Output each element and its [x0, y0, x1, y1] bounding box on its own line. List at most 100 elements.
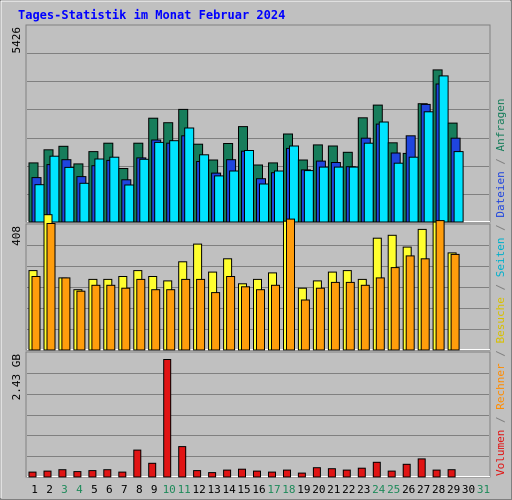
- bar-rechner-day-28: [435, 220, 445, 351]
- bar-volumen-day-14: [223, 469, 232, 478]
- x-tick-label-day-15: 15: [237, 483, 250, 496]
- bar-volumen-day-3: [58, 469, 67, 478]
- bar-seiten-day-12: [199, 154, 210, 223]
- bar-rechner-day-8: [136, 278, 146, 351]
- legend-/: /: [494, 410, 507, 430]
- bar-seiten-day-16: [259, 183, 269, 223]
- bar-volumen-day-25: [387, 470, 396, 478]
- bar-volumen-day-16: [253, 470, 261, 478]
- bar-seiten-day-11: [184, 127, 195, 223]
- bar-volumen-day-29: [447, 469, 456, 478]
- bar-volumen-day-19: [297, 472, 306, 478]
- bar-rechner-day-27: [420, 258, 430, 351]
- bar-seiten-day-18: [289, 145, 299, 223]
- bar-volumen-day-23: [357, 467, 366, 478]
- bar-volumen-day-26: [402, 463, 411, 478]
- bar-rechner-day-29: [450, 253, 460, 351]
- legend-rechner: Rechner: [494, 363, 507, 410]
- bar-volumen-day-18: [283, 469, 291, 478]
- bar-seiten-day-19: [303, 170, 314, 223]
- bar-rechner-day-16: [256, 289, 265, 351]
- bar-seiten-day-3: [64, 166, 75, 223]
- legend-seiten: Seiten: [494, 238, 507, 278]
- bar-rechner-day-20: [315, 287, 325, 351]
- bar-volumen-day-9: [148, 462, 157, 478]
- bar-rechner-day-21: [330, 281, 340, 351]
- bar-rechner-day-11: [181, 278, 191, 351]
- x-tick-label-day-30: 30: [462, 483, 475, 496]
- x-tick-label-day-19: 19: [297, 483, 310, 496]
- x-tick-label-day-13: 13: [207, 483, 220, 496]
- bar-rechner-day-17: [271, 284, 280, 351]
- bar-volumen-day-10: [163, 359, 172, 478]
- x-tick-label-day-31: 31: [477, 483, 490, 496]
- bar-seiten-day-1: [34, 184, 45, 223]
- panel-requests: 5426: [10, 24, 491, 223]
- bar-seiten-day-15: [244, 150, 254, 223]
- legend-/: /: [494, 218, 507, 238]
- chart-panels: 5426 408 2.43 GB: [10, 24, 491, 478]
- bar-rechner-day-5: [91, 284, 101, 351]
- x-tick-label-day-25: 25: [387, 483, 400, 496]
- x-tick-label-day-20: 20: [312, 483, 325, 496]
- x-tick-label-day-22: 22: [342, 483, 355, 496]
- bar-seiten-day-21: [333, 166, 344, 223]
- x-tick-label-day-4: 4: [76, 483, 83, 496]
- x-tick-label-day-12: 12: [192, 483, 205, 496]
- bar-seiten-day-9: [154, 141, 165, 223]
- legend-dateien: Dateien: [494, 171, 507, 217]
- bar-rechner-day-1: [31, 276, 41, 351]
- legend-besuche: Besuche: [494, 297, 507, 343]
- bar-seiten-day-22: [348, 166, 359, 223]
- bar-seiten-day-28: [438, 75, 449, 223]
- x-tick-label-day-2: 2: [46, 483, 53, 496]
- x-tick-label-day-17: 17: [267, 483, 280, 496]
- bar-seiten-day-8: [139, 158, 150, 223]
- bar-volumen-day-12: [193, 470, 202, 478]
- x-tick-label-day-29: 29: [447, 483, 460, 496]
- x-tick-label-day-9: 9: [151, 483, 158, 496]
- bar-rechner-day-7: [121, 287, 131, 351]
- y-axis-max-label: 2.43 GB: [10, 354, 23, 401]
- legend-/: /: [494, 277, 507, 297]
- x-tick-label-day-24: 24: [372, 483, 386, 496]
- bar-rechner-day-9: [151, 289, 161, 351]
- x-tick-label-day-23: 23: [357, 483, 370, 496]
- bar-rechner-day-12: [196, 278, 206, 351]
- bar-seiten-day-6: [109, 156, 120, 223]
- bar-rechner-day-26: [405, 255, 415, 351]
- bar-seiten-day-29: [453, 151, 464, 223]
- bar-seiten-day-14: [229, 170, 240, 223]
- bar-volumen-day-24: [372, 461, 381, 478]
- bar-volumen-day-22: [342, 469, 351, 478]
- bar-seiten-day-26: [408, 156, 419, 223]
- bar-rechner-day-2: [46, 223, 56, 351]
- x-tick-label-day-28: 28: [432, 483, 445, 496]
- x-tick-label-day-18: 18: [282, 483, 295, 496]
- bar-seiten-day-20: [318, 166, 329, 223]
- bar-rechner-day-3: [61, 277, 71, 351]
- x-tick-label-day-21: 21: [327, 483, 340, 496]
- legend-volumen: Volumen: [494, 430, 507, 476]
- bar-seiten-day-10: [169, 140, 180, 223]
- bar-rechner-day-4: [76, 290, 86, 351]
- bar-volumen-day-1: [28, 471, 37, 478]
- bar-seiten-day-13: [214, 175, 225, 223]
- bar-seiten-day-2: [49, 155, 60, 223]
- bar-volumen-day-7: [118, 471, 127, 478]
- bar-volumen-day-27: [417, 458, 426, 478]
- bar-rechner-day-14: [226, 276, 236, 351]
- x-tick-label-day-5: 5: [91, 483, 98, 496]
- x-tick-label-day-7: 7: [121, 483, 128, 496]
- bar-rechner-day-22: [345, 281, 355, 351]
- chart-title: Tages-Statistik im Monat Februar 2024: [18, 8, 285, 22]
- bar-seiten-day-23: [363, 142, 374, 223]
- x-tick-label-day-10: 10: [163, 483, 176, 496]
- legend-/: /: [494, 151, 507, 171]
- bar-seiten-day-5: [94, 158, 105, 223]
- x-tick-label-day-26: 26: [402, 483, 415, 496]
- x-tick-label-day-6: 6: [106, 483, 113, 496]
- right-axis-legend: Volumen / Rechner / Besuche / Seiten / D…: [494, 98, 507, 476]
